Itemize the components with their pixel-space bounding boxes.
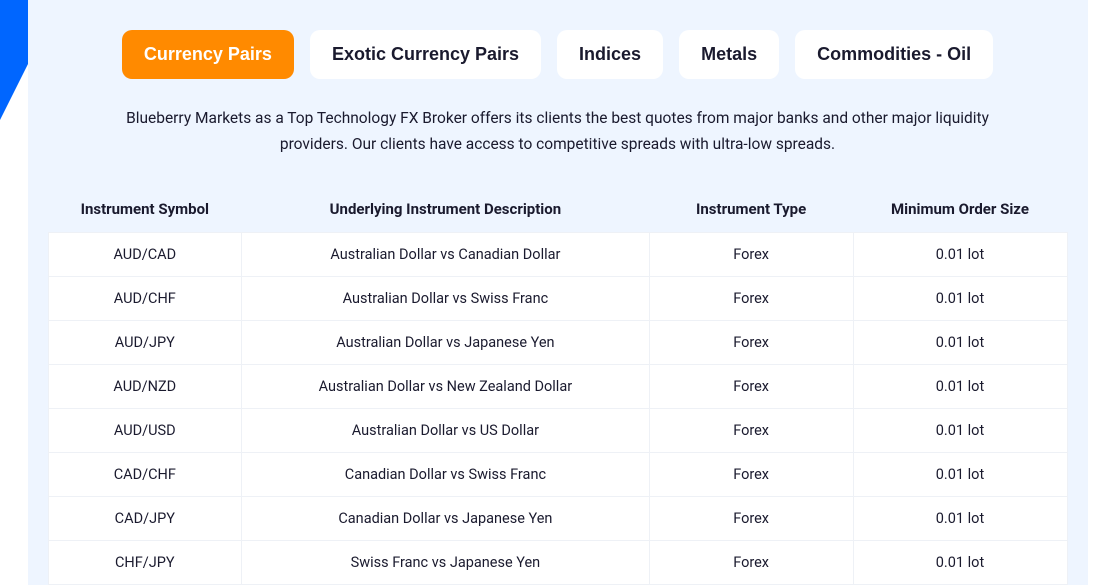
cell-description: Australian Dollar vs New Zealand Dollar [242, 364, 650, 408]
cell-min-order: 0.01 lot [853, 364, 1067, 408]
table-row: AUD/NZD Australian Dollar vs New Zealand… [48, 364, 1067, 408]
table-row: AUD/CHF Australian Dollar vs Swiss Franc… [48, 276, 1067, 320]
cell-description: Swiss Franc vs Japanese Yen [242, 540, 650, 584]
cell-symbol: AUD/CHF [48, 276, 242, 320]
cell-min-order: 0.01 lot [853, 320, 1067, 364]
cell-symbol: AUD/USD [48, 408, 242, 452]
tab-bar: Currency Pairs Exotic Currency Pairs Ind… [48, 30, 1068, 79]
table-row: CAD/CHF Canadian Dollar vs Swiss Franc F… [48, 452, 1067, 496]
cell-min-order: 0.01 lot [853, 276, 1067, 320]
cell-type: Forex [649, 232, 853, 276]
table-row: CAD/JPY Canadian Dollar vs Japanese Yen … [48, 496, 1067, 540]
col-header-description: Underlying Instrument Description [242, 188, 650, 233]
cell-type: Forex [649, 320, 853, 364]
cell-type: Forex [649, 452, 853, 496]
cell-description: Australian Dollar vs Canadian Dollar [242, 232, 650, 276]
col-header-type: Instrument Type [649, 188, 853, 233]
table-row: AUD/CAD Australian Dollar vs Canadian Do… [48, 232, 1067, 276]
panel-description: Blueberry Markets as a Top Technology FX… [108, 105, 1008, 158]
cell-symbol: CAD/CHF [48, 452, 242, 496]
table-header-row: Instrument Symbol Underlying Instrument … [48, 188, 1067, 233]
cell-description: Australian Dollar vs Swiss Franc [242, 276, 650, 320]
table-row: AUD/USD Australian Dollar vs US Dollar F… [48, 408, 1067, 452]
col-header-min-order: Minimum Order Size [853, 188, 1067, 233]
cell-description: Australian Dollar vs US Dollar [242, 408, 650, 452]
tab-commodities-oil[interactable]: Commodities - Oil [795, 30, 993, 79]
cell-type: Forex [649, 364, 853, 408]
cell-type: Forex [649, 276, 853, 320]
cell-description: Australian Dollar vs Japanese Yen [242, 320, 650, 364]
instruments-table: Instrument Symbol Underlying Instrument … [48, 188, 1068, 585]
cell-description: Canadian Dollar vs Swiss Franc [242, 452, 650, 496]
table-row: CHF/JPY Swiss Franc vs Japanese Yen Fore… [48, 540, 1067, 584]
cell-symbol: AUD/JPY [48, 320, 242, 364]
cell-symbol: AUD/CAD [48, 232, 242, 276]
cell-symbol: CHF/JPY [48, 540, 242, 584]
cell-symbol: CAD/JPY [48, 496, 242, 540]
cell-min-order: 0.01 lot [853, 232, 1067, 276]
cell-type: Forex [649, 496, 853, 540]
cell-min-order: 0.01 lot [853, 452, 1067, 496]
tab-metals[interactable]: Metals [679, 30, 779, 79]
instruments-table-wrap: Instrument Symbol Underlying Instrument … [48, 188, 1068, 585]
col-header-symbol: Instrument Symbol [48, 188, 242, 233]
tab-currency-pairs[interactable]: Currency Pairs [122, 30, 294, 79]
tab-indices[interactable]: Indices [557, 30, 663, 79]
cell-min-order: 0.01 lot [853, 540, 1067, 584]
tab-exotic-currency-pairs[interactable]: Exotic Currency Pairs [310, 30, 541, 79]
cell-min-order: 0.01 lot [853, 496, 1067, 540]
cell-type: Forex [649, 540, 853, 584]
cell-type: Forex [649, 408, 853, 452]
table-row: AUD/JPY Australian Dollar vs Japanese Ye… [48, 320, 1067, 364]
content-panel: Currency Pairs Exotic Currency Pairs Ind… [28, 0, 1088, 585]
cell-min-order: 0.01 lot [853, 408, 1067, 452]
cell-description: Canadian Dollar vs Japanese Yen [242, 496, 650, 540]
cell-symbol: AUD/NZD [48, 364, 242, 408]
